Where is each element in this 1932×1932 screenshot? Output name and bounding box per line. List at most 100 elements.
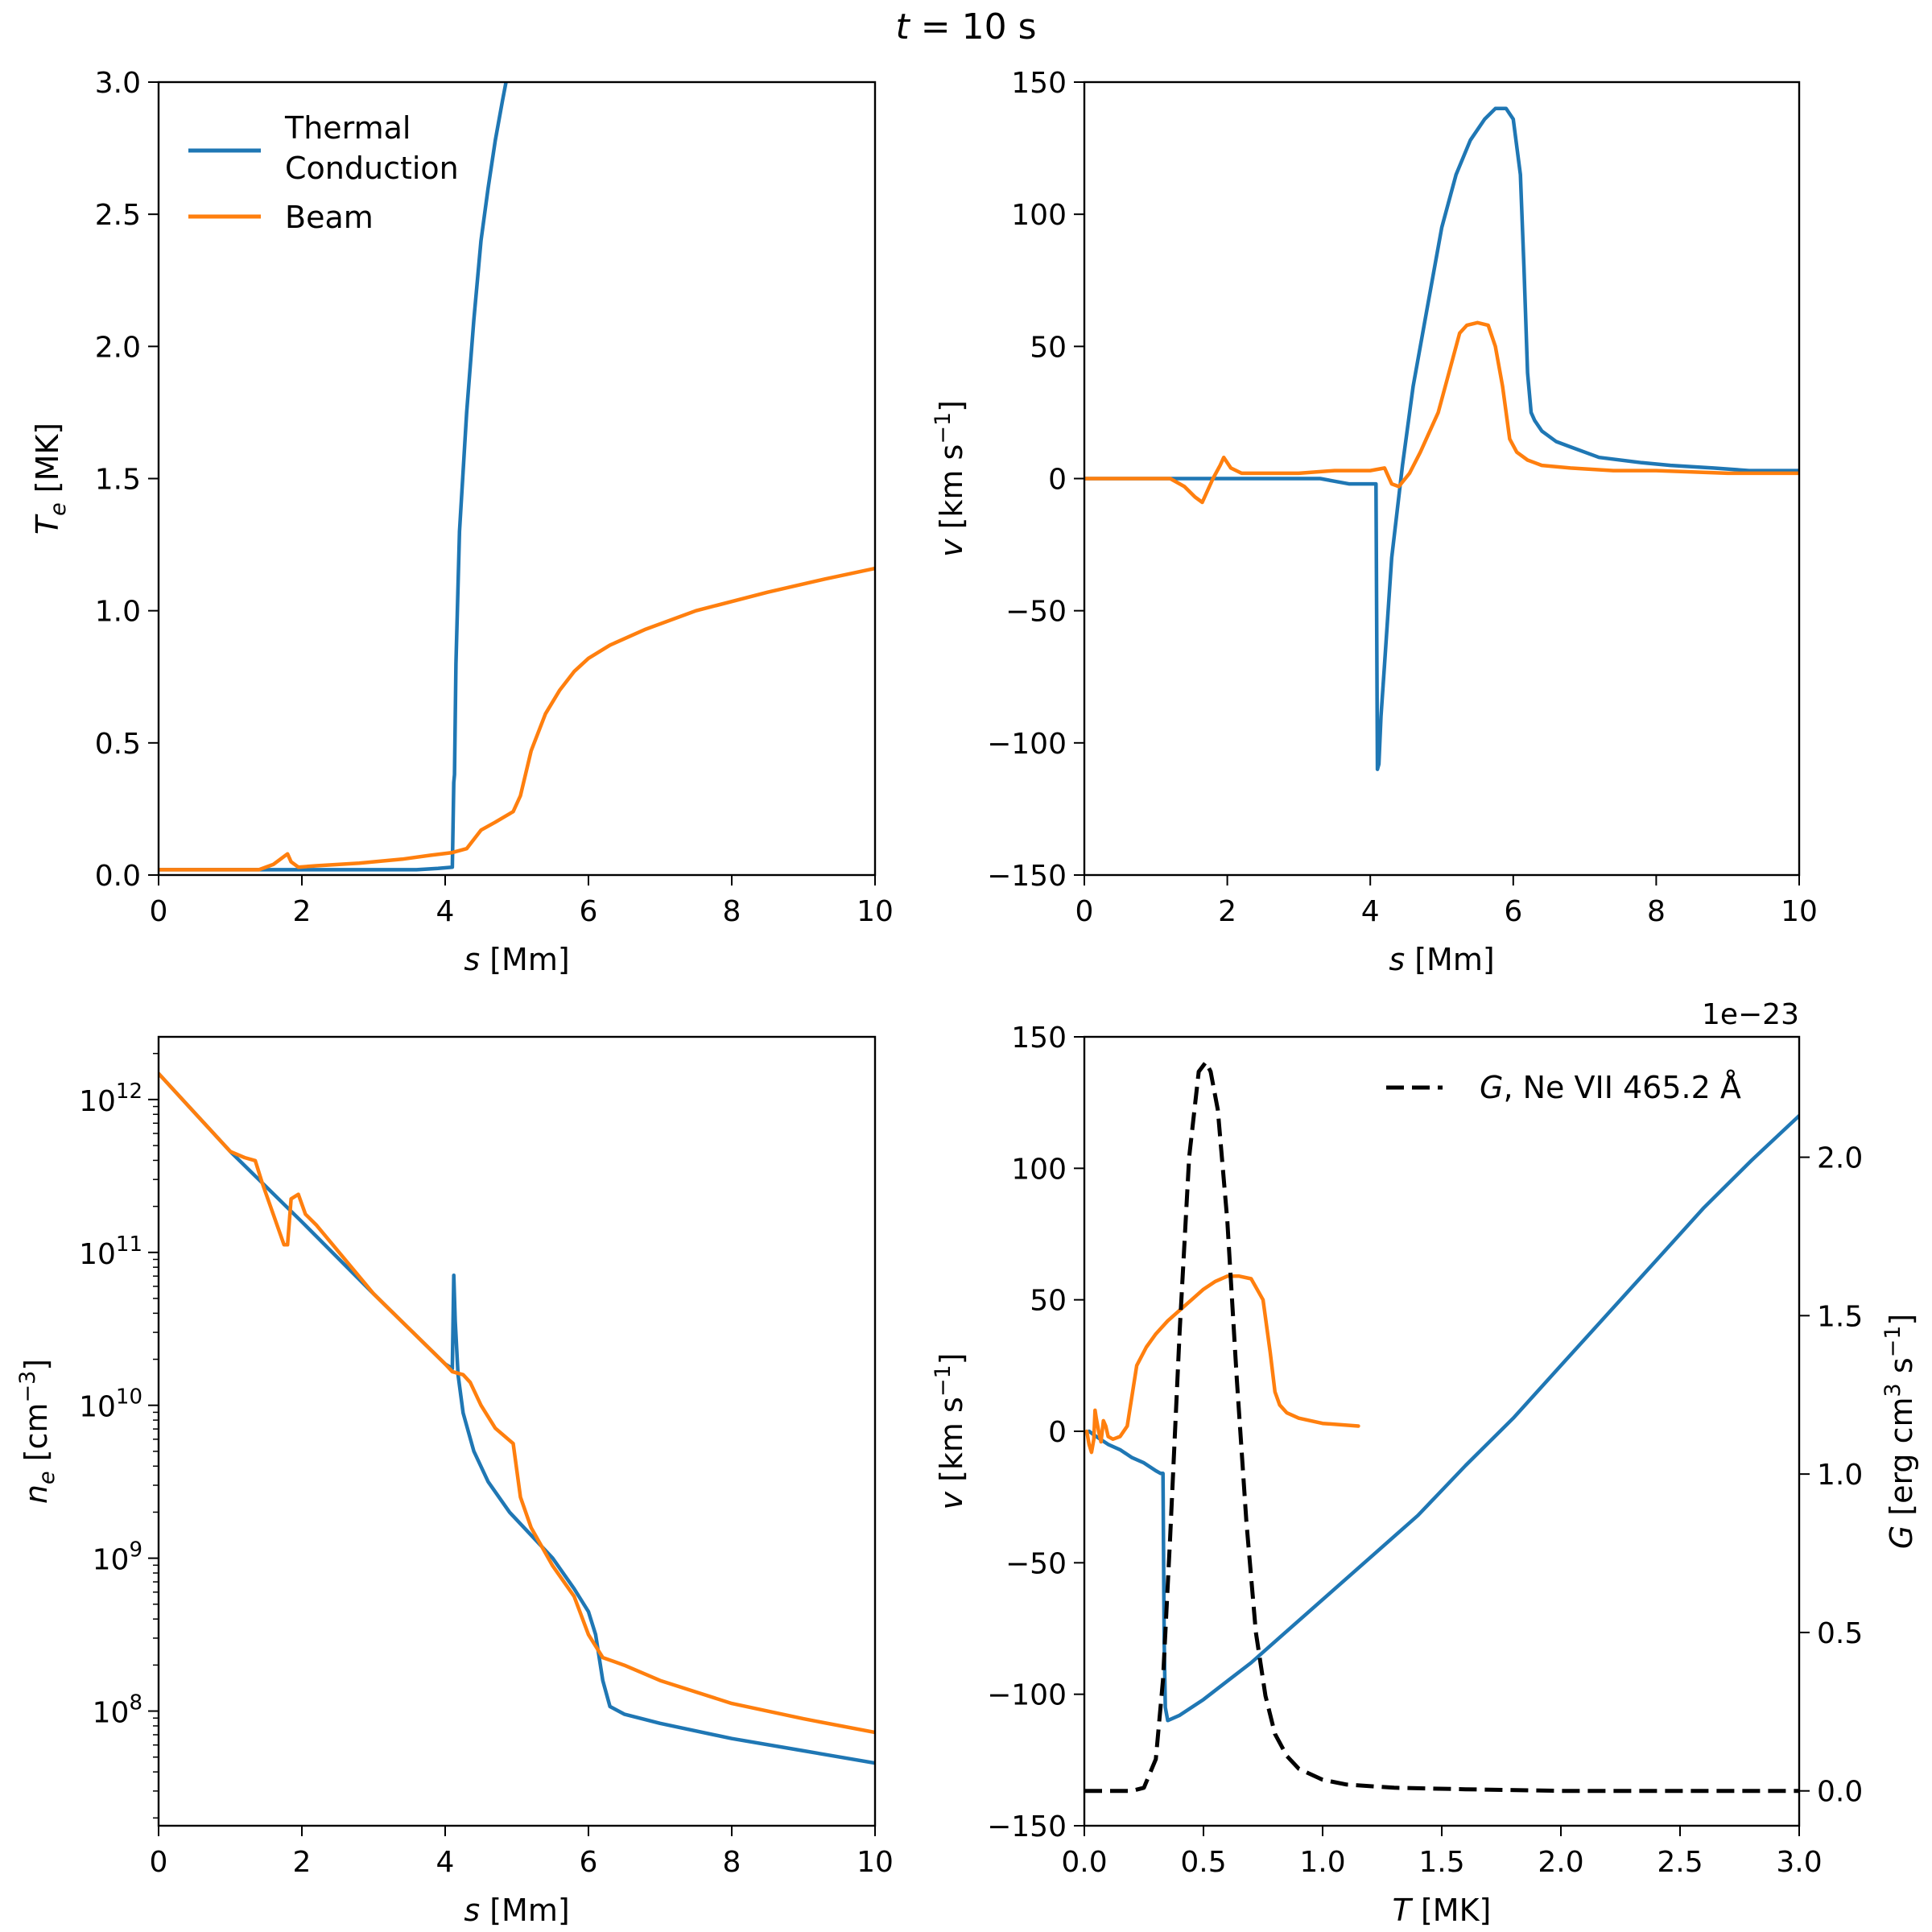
series-group — [159, 82, 875, 872]
panel-vT: 0.0 0.5 1.0 1.5 2.0 2.5 3.0 T [MK] −150 −100 −50 0 5… — [931, 998, 1919, 1928]
series-line-thermal — [159, 1071, 875, 1765]
y-tick-label: 1.0 — [95, 596, 141, 629]
legend-label-G: G, Ne VII 465.2 Å — [1480, 1070, 1741, 1105]
tick-exponent: 12 — [116, 1080, 142, 1104]
x-tick-label: 2.0 — [1538, 1846, 1583, 1879]
series-group — [1084, 106, 1799, 771]
x-tick-label: 8 — [1647, 895, 1666, 928]
label-unit: [MK] — [30, 423, 65, 502]
label-sup: −1 — [931, 412, 956, 444]
x-tick-label: 0.5 — [1180, 1846, 1226, 1879]
label-var: T — [30, 514, 65, 535]
y-tick-label: −150 — [987, 860, 1067, 893]
x-tick-label: 10 — [857, 1846, 894, 1879]
x-label-var: T — [1393, 1893, 1414, 1928]
x-axis-label: s [Mm] — [1389, 942, 1494, 977]
y-tick-label: 1011 — [79, 1232, 142, 1271]
legend-label-thermal: Thermal — [284, 110, 411, 146]
y-tick-label: 2.5 — [95, 199, 141, 232]
y-right-tick-label: 2.0 — [1817, 1142, 1863, 1175]
series-line-thermal — [1084, 106, 1799, 771]
label-unit: [km s — [934, 1397, 969, 1492]
tick-exponent: 11 — [116, 1232, 142, 1257]
y-tick-label: −100 — [987, 728, 1067, 761]
y-tick-label: 150 — [1011, 1022, 1067, 1055]
label-sup: −1 — [1880, 1326, 1905, 1358]
x-label-unit: [Mm] — [480, 1893, 570, 1928]
y-tick-label: 50 — [1030, 1285, 1067, 1318]
y-tick-label: 109 — [93, 1538, 142, 1577]
label-var: v — [934, 1491, 969, 1509]
y-tick-label: 150 — [1011, 67, 1067, 100]
legend: G, Ne VII 465.2 Å — [1386, 1070, 1741, 1105]
x-tick-label: 4 — [436, 895, 455, 928]
y-right-tick-label: 1.0 — [1817, 1459, 1863, 1492]
x-tick-label: 0.0 — [1061, 1846, 1107, 1879]
tick-exponent: 8 — [129, 1691, 142, 1715]
series-group — [159, 1071, 875, 1765]
x-tick-label: 10 — [1781, 895, 1818, 928]
series-group — [1084, 1060, 1799, 1794]
y-tick-label: −150 — [987, 1810, 1067, 1843]
x-tick-label: 4 — [1361, 895, 1380, 928]
y-tick-label: 2.0 — [95, 331, 141, 364]
series-line-thermal — [1087, 1113, 1799, 1723]
x-tick-label: 2 — [293, 895, 312, 928]
x-tick-label: 10 — [857, 895, 894, 928]
y-axis-label: v [km s−1] — [931, 1353, 969, 1510]
x-tick-label: 0 — [1075, 895, 1094, 928]
y-tick-label: −50 — [1005, 596, 1067, 629]
y-tick-label: −50 — [1005, 1547, 1067, 1580]
x-label-var: s — [464, 942, 480, 977]
legend-rest: , Ne VII 465.2 Å — [1503, 1070, 1740, 1105]
y-tick-label: 100 — [1011, 199, 1067, 232]
x-tick-label: 2.5 — [1657, 1846, 1703, 1879]
label-var: n — [19, 1484, 54, 1504]
y-tick-label: 1.5 — [95, 464, 141, 497]
y-right-axis-label: G [erg cm3 s−1] — [1880, 1314, 1919, 1550]
series-line-beam — [159, 566, 875, 872]
x-axis-label: T [MK] — [1393, 1893, 1492, 1928]
label-close: ] — [934, 1353, 969, 1365]
y-axis-label: Te [MK] — [30, 423, 71, 535]
legend: Thermal Conduction Beam — [188, 110, 459, 235]
label-close: ] — [934, 400, 969, 412]
series-line-beam — [1084, 320, 1799, 505]
x-tick-label: 8 — [723, 895, 741, 928]
x-tick-label: 8 — [723, 1846, 741, 1879]
label-sub: e — [35, 1471, 60, 1484]
panel-te: 0 2 4 6 8 10 s [Mm] 0.0 0.5 1.0 1.5 2.0 2.5 3.0 Te [MK… — [30, 67, 894, 977]
x-tick-label: 6 — [580, 895, 598, 928]
legend-label-thermal-line2: Conduction — [285, 151, 459, 186]
y-right-tick-label: 0.0 — [1817, 1776, 1863, 1809]
y-right-tick-label: 0.5 — [1817, 1617, 1863, 1650]
tick-base: 10 — [93, 1544, 130, 1577]
tick-exponent: 10 — [116, 1385, 142, 1410]
x-label-var: s — [464, 1893, 480, 1928]
y-right-tick-label: 1.5 — [1817, 1300, 1863, 1333]
axes-frame — [157, 80, 877, 877]
x-label-unit: [Mm] — [480, 942, 570, 977]
label-unit: [km s — [934, 444, 969, 539]
x-tick-label: 6 — [1504, 895, 1522, 928]
figure-title: t = 10 s — [895, 6, 1036, 47]
title-rest: = 10 s — [910, 6, 1037, 47]
y-tick-label: 0.0 — [95, 860, 141, 893]
y-tick-label: 108 — [93, 1691, 142, 1730]
label-close: ] — [19, 1359, 54, 1371]
label-close: ] — [1884, 1314, 1919, 1326]
x-tick-label: 3.0 — [1776, 1846, 1822, 1879]
legend-var: G — [1480, 1070, 1503, 1105]
tick-base: 10 — [79, 1391, 116, 1424]
y-tick-label: 1012 — [79, 1080, 142, 1118]
tick-base: 10 — [93, 1697, 130, 1730]
x-label-unit: [MK] — [1411, 1893, 1491, 1928]
title-var: t — [895, 6, 910, 47]
x-tick-label: 2 — [1218, 895, 1236, 928]
y-tick-label: 0.5 — [95, 728, 141, 761]
series-line-thermal — [159, 82, 508, 872]
label-sup: −3 — [15, 1371, 40, 1403]
label-mid: s — [1884, 1357, 1919, 1383]
x-tick-label: 1.0 — [1299, 1846, 1345, 1879]
